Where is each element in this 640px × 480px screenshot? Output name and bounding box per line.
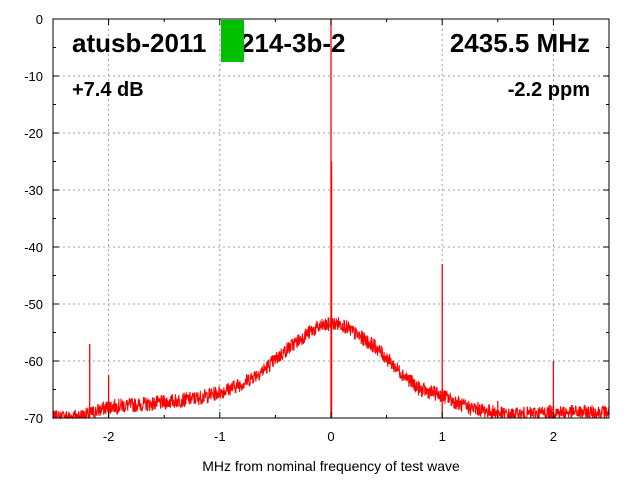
- y-tick-label: -60: [24, 354, 43, 369]
- y-tick-label: -20: [24, 126, 43, 141]
- frequency-label: 2435.5 MHz: [450, 28, 590, 58]
- y-tick-label: 0: [36, 12, 43, 27]
- y-tick-label: -10: [24, 69, 43, 84]
- y-tick-label: -70: [24, 411, 43, 426]
- x-tick-label: 1: [439, 429, 446, 444]
- y-tick-label: -40: [24, 240, 43, 255]
- x-tick-label: 2: [550, 429, 557, 444]
- y-tick-label: -30: [24, 183, 43, 198]
- spectrum-series: [52, 19, 610, 420]
- x-axis-ticks: -2 -1 0 1 2: [52, 19, 610, 444]
- ppm-label: -2.2 ppm: [508, 79, 590, 101]
- y-tick-label: -50: [24, 297, 43, 312]
- x-tick-label: 0: [327, 429, 334, 444]
- x-tick-label: -2: [103, 429, 115, 444]
- device-name-label: atusb-2011: [72, 28, 206, 58]
- green-marker: [221, 20, 244, 62]
- gain-label: +7.4 dB: [72, 79, 144, 101]
- y-axis-ticks: 0 -10 -20 -30 -40 -50 -60 -70: [24, 12, 609, 426]
- x-axis-title: MHz from nominal frequency of test wave: [202, 458, 460, 474]
- device-name-suffix-label: 214-3b-2: [240, 28, 346, 58]
- x-tick-label: -1: [214, 429, 226, 444]
